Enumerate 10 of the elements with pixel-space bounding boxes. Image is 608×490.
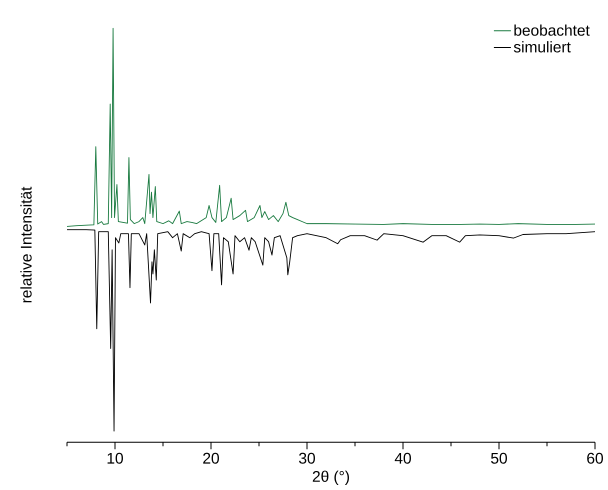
legend-label: simuliert bbox=[514, 41, 571, 52]
legend-label: beobachtet bbox=[514, 24, 590, 36]
x-tick-label: 60 bbox=[587, 452, 603, 464]
y-axis-title: relative Intensität bbox=[20, 186, 32, 302]
x-axis-title: 2θ (°) bbox=[312, 470, 349, 485]
x-tick-label: 50 bbox=[491, 452, 507, 464]
x-tick-label: 10 bbox=[108, 452, 123, 464]
x-tick-label: 20 bbox=[203, 452, 219, 464]
x-tick-label: 30 bbox=[299, 452, 315, 464]
x-tick-label: 40 bbox=[394, 452, 411, 464]
